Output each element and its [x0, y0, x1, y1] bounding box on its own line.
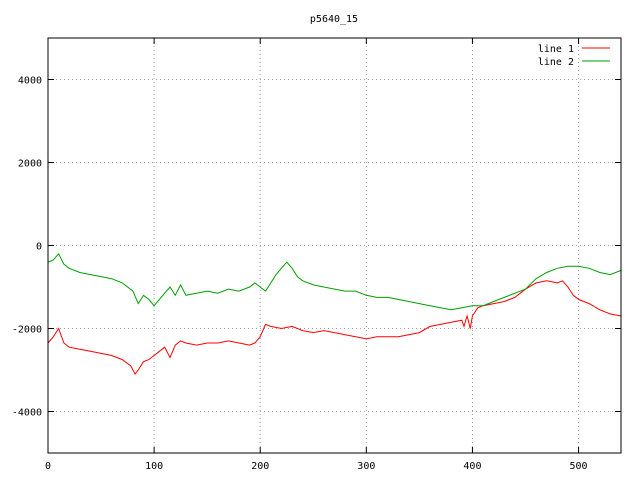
legend-label-1: line 1 — [538, 44, 574, 55]
grid — [48, 38, 621, 453]
series-line-2 — [47, 252, 622, 311]
series-lines — [47, 252, 622, 376]
y-tick-label: -2000 — [12, 325, 42, 336]
series-line-1 — [47, 280, 622, 376]
chart-title: p5640_15 — [310, 14, 358, 25]
y-tick-label: 0 — [36, 242, 42, 253]
y-tick-label: 4000 — [18, 76, 42, 87]
x-tick-label: 400 — [463, 461, 481, 472]
axis-ticks: 0 100 200 300 400 500 -4000 -2000 0 2000 4000 — [12, 38, 621, 472]
x-tick-label: 300 — [357, 461, 375, 472]
plot-frame — [47, 37, 622, 454]
legend: line 1 line 2 — [538, 44, 610, 68]
x-tick-label: 500 — [570, 461, 588, 472]
x-tick-label: 200 — [251, 461, 269, 472]
x-tick-label: 100 — [145, 461, 163, 472]
x-tick-label: 0 — [45, 461, 51, 472]
legend-label-2: line 2 — [538, 57, 574, 68]
y-tick-label: 2000 — [18, 159, 42, 170]
y-tick-label: -4000 — [12, 408, 42, 419]
